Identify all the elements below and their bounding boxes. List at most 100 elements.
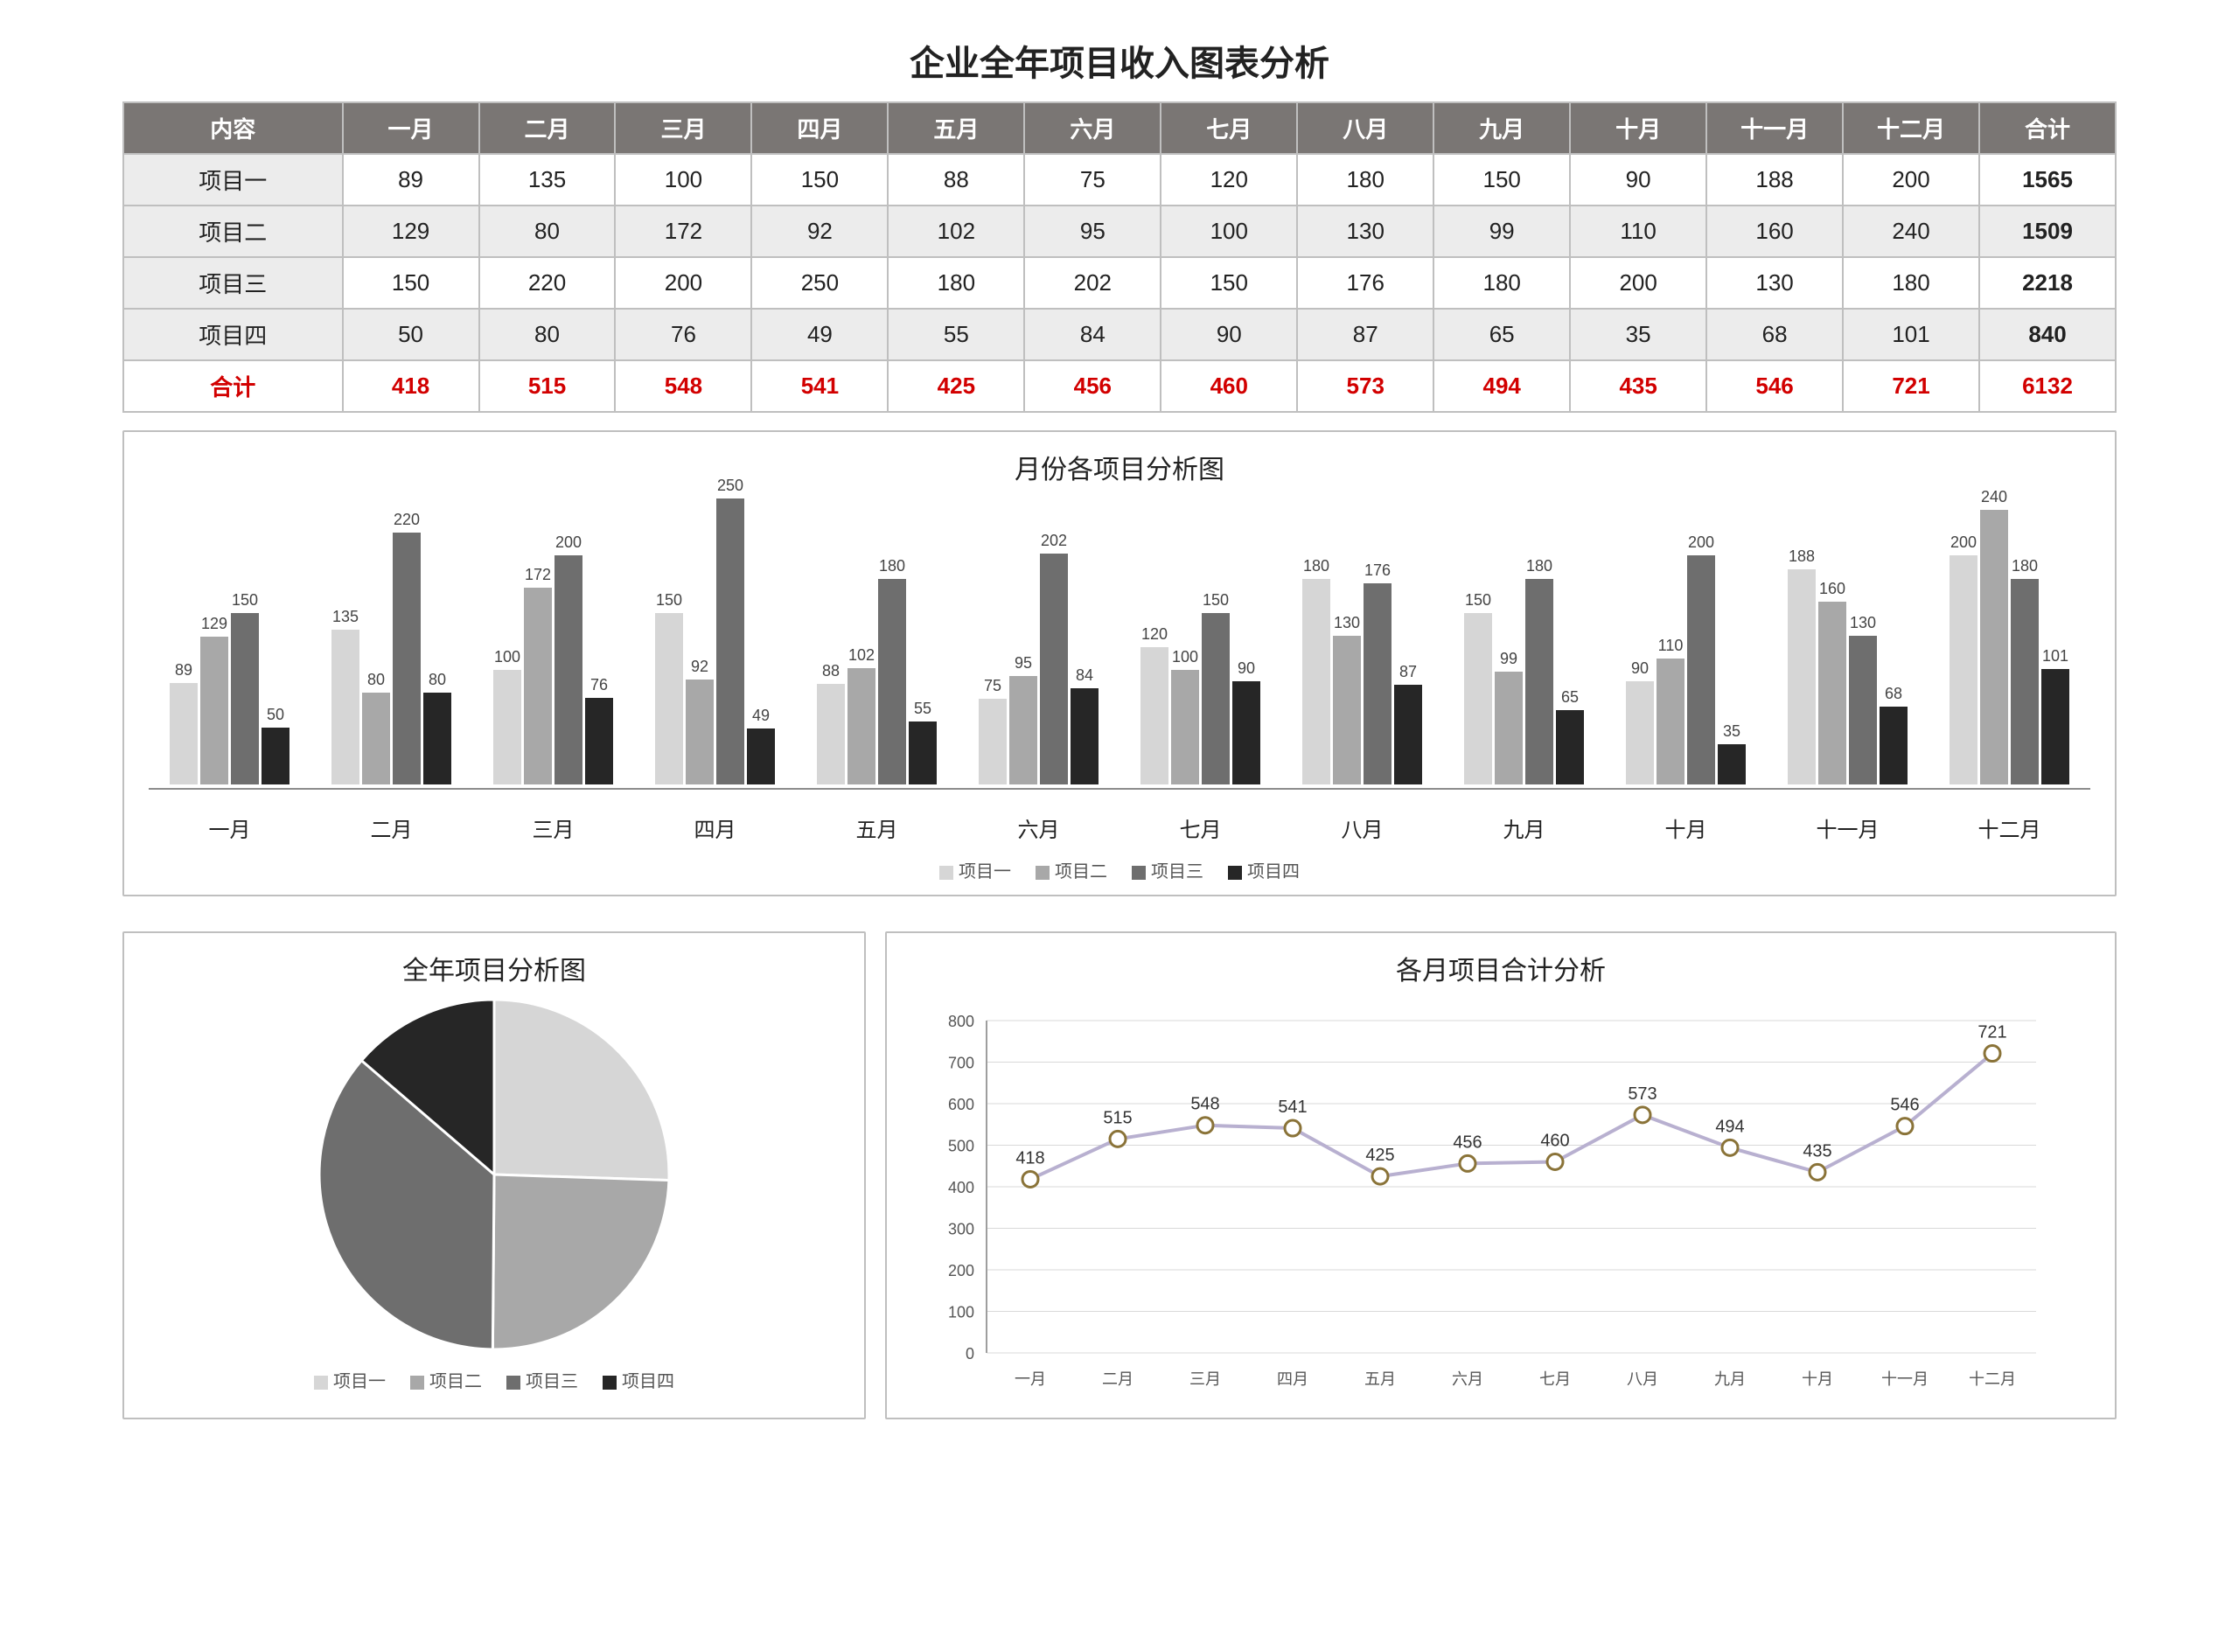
table-row: 项目二129801729210295100130991101602401509 <box>123 206 2116 257</box>
bar-value-label: 160 <box>1819 580 1845 598</box>
bar-value-label: 188 <box>1789 547 1815 566</box>
bar-value-label: 135 <box>332 608 359 626</box>
table-cell: 460 <box>1161 360 1297 412</box>
table-header-cell: 四月 <box>751 102 888 154</box>
table-cell: 1565 <box>1979 154 2116 206</box>
bar-value-label: 180 <box>879 557 905 575</box>
table-cell: 840 <box>1979 309 2116 360</box>
table-cell: 110 <box>1570 206 1706 257</box>
bar-value-label: 87 <box>1399 663 1417 681</box>
bar-value-label: 99 <box>1500 650 1517 668</box>
line-svg: 0100200300400500600700800一月二月三月四月五月六月七月八… <box>908 994 2062 1405</box>
bar-value-label: 92 <box>691 658 708 676</box>
table-cell: 6132 <box>1979 360 2116 412</box>
bar-value-label: 200 <box>1688 533 1714 552</box>
table-cell: 2218 <box>1979 257 2116 309</box>
bar <box>331 630 359 784</box>
line-path <box>1030 1054 1992 1180</box>
legend-item: 项目二 <box>1036 857 1107 882</box>
table-cell: 180 <box>1297 154 1433 206</box>
table-cell: 100 <box>615 154 751 206</box>
line-chart-title: 各月项目合计分析 <box>908 949 2094 987</box>
table-cell: 95 <box>1024 206 1161 257</box>
bar <box>1950 555 1977 784</box>
table-header-cell: 内容 <box>123 102 343 154</box>
bar-value-label: 180 <box>2012 557 2038 575</box>
bar-value-label: 80 <box>429 671 446 689</box>
x-axis-label: 十一月 <box>1881 1370 1929 1388</box>
legend-item: 项目三 <box>1132 857 1203 882</box>
table-cell: 172 <box>615 206 751 257</box>
bar-month-label: 二月 <box>371 812 413 843</box>
line-marker <box>1722 1140 1738 1155</box>
table-row: 项目三1502202002501802021501761802001301802… <box>123 257 2116 309</box>
bar-month-label: 四月 <box>694 812 736 843</box>
x-axis-label: 九月 <box>1714 1370 1746 1388</box>
bar-value-label: 102 <box>848 646 875 665</box>
bar-value-label: 200 <box>1950 533 1977 552</box>
line-chart-panel: 各月项目合计分析 0100200300400500600700800一月二月三月… <box>885 931 2117 1419</box>
table-cell: 87 <box>1297 309 1433 360</box>
line-value-label: 541 <box>1278 1098 1307 1117</box>
data-table: 内容一月二月三月四月五月六月七月八月九月十月十一月十二月合计 项目一891351… <box>122 101 2117 413</box>
bar <box>555 555 582 784</box>
bar-value-label: 89 <box>175 661 192 680</box>
bar-chart: 8912915050一月1358022080二月10017220076三月150… <box>145 493 2094 843</box>
bar-month-label: 八月 <box>1342 812 1384 843</box>
bar <box>393 533 421 784</box>
bar-value-label: 240 <box>1981 488 2007 506</box>
bar <box>1333 636 1361 784</box>
bar-value-label: 220 <box>394 511 420 529</box>
table-cell: 项目二 <box>123 206 343 257</box>
bar <box>979 699 1007 784</box>
table-header-cell: 一月 <box>343 102 479 154</box>
x-axis-label: 七月 <box>1539 1370 1571 1388</box>
bar <box>1232 681 1260 784</box>
line-marker <box>1022 1171 1038 1187</box>
x-axis-label: 十月 <box>1802 1370 1833 1388</box>
pie-slice <box>494 1000 669 1181</box>
bar <box>847 668 875 784</box>
table-cell: 515 <box>479 360 616 412</box>
bar <box>1657 659 1684 784</box>
table-cell: 68 <box>1706 309 1843 360</box>
bar-value-label: 101 <box>2042 647 2068 666</box>
line-marker <box>1547 1154 1563 1170</box>
table-header-cell: 六月 <box>1024 102 1161 154</box>
bar-chart-title: 月份各项目分析图 <box>145 448 2094 486</box>
table-header-cell: 八月 <box>1297 102 1433 154</box>
table-cell: 548 <box>615 360 751 412</box>
table-header-cell: 十二月 <box>1843 102 1979 154</box>
bar <box>585 698 613 784</box>
bar-value-label: 80 <box>367 671 385 689</box>
bar <box>1849 636 1877 784</box>
table-cell: 101 <box>1843 309 1979 360</box>
line-value-label: 721 <box>1977 1023 2006 1042</box>
pie-chart-title: 全年项目分析图 <box>145 949 843 987</box>
bar-value-label: 49 <box>752 707 770 725</box>
table-cell: 150 <box>1161 257 1297 309</box>
line-marker <box>1285 1120 1301 1136</box>
bar <box>1394 685 1422 784</box>
line-chart: 0100200300400500600700800一月二月三月四月五月六月七月八… <box>908 994 2094 1405</box>
bar <box>1495 672 1523 784</box>
table-cell: 188 <box>1706 154 1843 206</box>
bar-month-label: 一月 <box>209 812 251 843</box>
bar-value-label: 130 <box>1850 614 1876 632</box>
bar <box>1687 555 1715 784</box>
bar-month-label: 十月 <box>1665 812 1707 843</box>
bar <box>1788 569 1816 784</box>
table-cell: 102 <box>888 206 1024 257</box>
bar <box>909 721 937 784</box>
table-cell: 425 <box>888 360 1024 412</box>
table-cell: 456 <box>1024 360 1161 412</box>
bar <box>170 683 198 784</box>
bar-value-label: 172 <box>525 566 551 584</box>
table-cell: 80 <box>479 309 616 360</box>
bar-month-label: 十二月 <box>1978 812 2041 843</box>
line-value-label: 425 <box>1365 1146 1394 1165</box>
bar-month-label: 七月 <box>1180 812 1222 843</box>
line-value-label: 460 <box>1540 1132 1569 1151</box>
table-cell: 84 <box>1024 309 1161 360</box>
table-cell: 150 <box>343 257 479 309</box>
